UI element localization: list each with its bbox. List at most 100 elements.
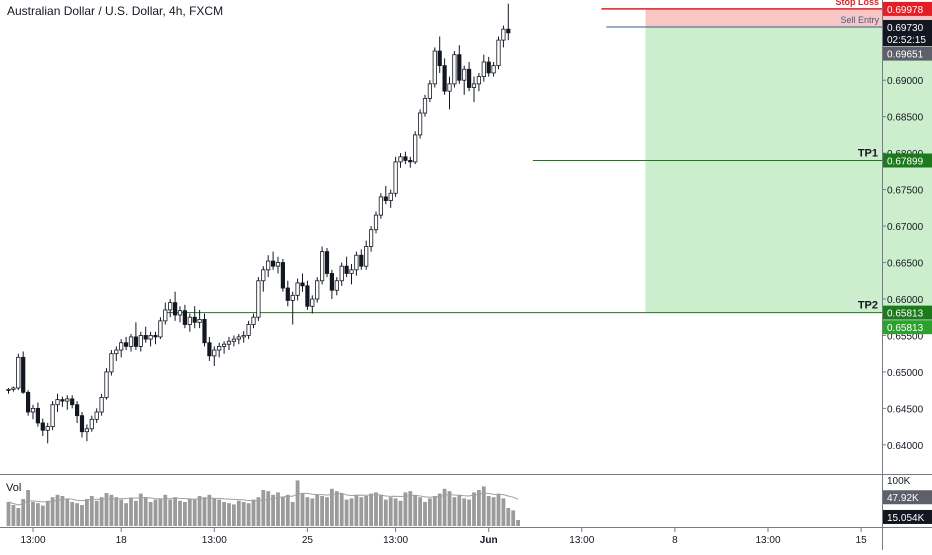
candle xyxy=(227,341,230,344)
volume-bar xyxy=(467,500,471,526)
candle xyxy=(85,429,88,432)
volume-bar xyxy=(462,498,466,526)
volume-bar xyxy=(340,494,344,526)
candle xyxy=(26,392,29,412)
candle xyxy=(374,215,377,230)
candle xyxy=(453,55,456,84)
volume-bar xyxy=(271,495,275,526)
volume-bar xyxy=(65,499,69,526)
candle xyxy=(71,399,74,405)
sell-entry-label: Sell Entry xyxy=(840,15,879,25)
volume-bar xyxy=(261,490,265,526)
volume-bar xyxy=(16,508,20,526)
volume-bar xyxy=(203,497,207,526)
candle xyxy=(365,246,368,266)
candle xyxy=(438,51,441,66)
volume-bar xyxy=(399,501,403,526)
stop-loss-label: Stop Loss xyxy=(835,0,879,7)
candle xyxy=(296,283,299,295)
volume-last-badge: 15.054K xyxy=(887,513,925,524)
candle xyxy=(433,51,436,84)
candle xyxy=(286,288,289,300)
candle xyxy=(149,335,152,339)
candle xyxy=(316,281,319,299)
candle xyxy=(423,98,426,113)
volume-tick-label: 100K xyxy=(887,476,911,487)
volume-bar xyxy=(36,503,40,526)
tp2-repeat-badge: 0.65813 xyxy=(887,323,924,334)
volume-bar xyxy=(168,500,172,526)
volume-bar xyxy=(46,501,50,526)
volume-bar xyxy=(306,497,310,526)
stop-loss-price-badge: 0.69978 xyxy=(887,5,924,16)
candle xyxy=(222,344,225,346)
volume-bar xyxy=(413,495,417,526)
candle xyxy=(41,423,44,430)
volume-bar xyxy=(453,497,457,526)
volume-bar xyxy=(477,490,481,526)
volume-label: Vol xyxy=(6,482,21,494)
candle xyxy=(477,77,480,84)
volume-bar xyxy=(492,497,496,526)
candle xyxy=(472,84,475,88)
candle xyxy=(428,84,431,99)
candle xyxy=(90,419,93,428)
candle xyxy=(100,397,103,412)
volume-bar xyxy=(310,498,314,526)
candle xyxy=(124,343,127,347)
candle xyxy=(497,40,500,66)
candle xyxy=(120,343,123,350)
candle xyxy=(203,319,206,342)
y-tick-label: 0.64500 xyxy=(887,404,924,415)
volume-bar xyxy=(428,498,432,526)
volume-bar xyxy=(100,497,104,526)
volume-bar xyxy=(222,502,226,526)
candle xyxy=(418,113,421,135)
volume-bar xyxy=(178,501,182,526)
volume-bar xyxy=(7,502,11,526)
volume-bar xyxy=(139,494,143,526)
candle xyxy=(443,66,446,92)
candle xyxy=(198,319,201,322)
candle xyxy=(409,160,412,161)
tp1-label: TP1 xyxy=(858,148,878,160)
x-tick-label: 8 xyxy=(672,535,678,546)
volume-bar xyxy=(159,498,163,526)
candle xyxy=(188,317,191,324)
chart-title: Australian Dollar / U.S. Dollar, 4h, FXC… xyxy=(7,4,223,18)
volume-bar xyxy=(227,503,231,526)
volume-bar xyxy=(208,495,212,526)
volume-bar xyxy=(119,500,123,526)
candle xyxy=(237,337,240,339)
candle xyxy=(12,388,15,389)
volume-bar xyxy=(506,508,510,526)
volume-bar xyxy=(389,497,393,526)
volume-bar xyxy=(320,496,324,526)
candle xyxy=(193,317,196,322)
volume-bar xyxy=(364,496,368,526)
candle xyxy=(22,357,25,392)
candle xyxy=(355,255,358,270)
volume-bar xyxy=(163,495,167,526)
y-tick-label: 0.66500 xyxy=(887,259,924,270)
volume-bar xyxy=(212,498,216,526)
candle xyxy=(320,252,323,281)
candle xyxy=(110,354,113,372)
candle xyxy=(330,273,333,290)
y-tick-label: 0.69000 xyxy=(887,76,924,87)
candle xyxy=(242,335,245,336)
candle xyxy=(345,266,348,273)
volume-bar xyxy=(443,489,447,526)
candle xyxy=(340,266,343,281)
volume-ma-badge: 47.92K xyxy=(887,493,919,504)
candle xyxy=(267,261,270,270)
volume-bar xyxy=(217,500,221,526)
volume-bar xyxy=(188,498,192,526)
volume-bar xyxy=(90,496,94,526)
volume-bar xyxy=(359,497,363,526)
candle xyxy=(389,193,392,200)
candle xyxy=(335,281,338,290)
volume-bar xyxy=(502,498,506,526)
volume-bar xyxy=(516,520,520,526)
